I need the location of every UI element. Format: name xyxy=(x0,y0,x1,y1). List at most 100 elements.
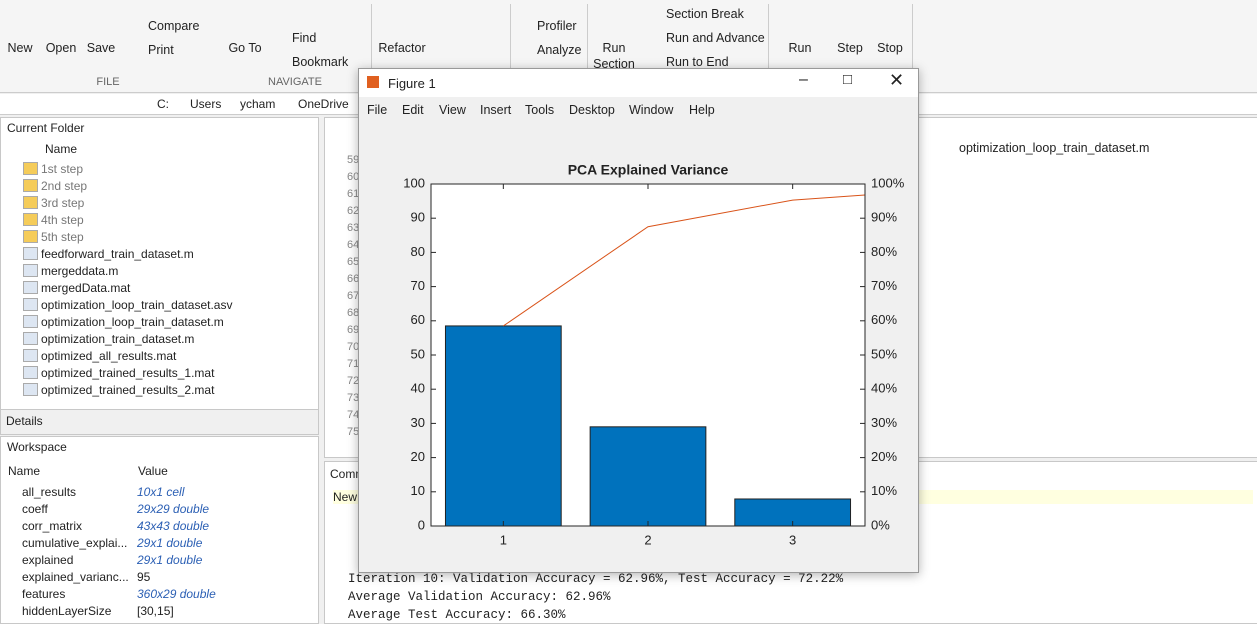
y2-tick-label: 0% xyxy=(871,517,890,532)
file-item[interactable]: mergeddata.m xyxy=(41,264,119,278)
y-tick-label: 20 xyxy=(411,449,425,464)
toolstrip-button[interactable]: Run Section xyxy=(593,41,635,71)
path-segment[interactable]: Users xyxy=(190,97,222,111)
figure-menubar: File Edit View Insert Tools Desktop Window Help xyxy=(359,99,918,121)
panel-title: Workspace xyxy=(7,440,67,454)
figure-window: Figure 1 – □ ✕ File Edit View Insert Tools De… xyxy=(358,68,919,573)
variable-value: 360x29 double xyxy=(137,587,216,601)
y2-tick-label: 60% xyxy=(871,312,897,327)
y2-tick-label: 50% xyxy=(871,346,897,361)
menu-item[interactable]: Insert xyxy=(480,103,512,117)
file-item[interactable]: optimized_trained_results_1.mat xyxy=(41,366,215,380)
variable-name[interactable]: explained xyxy=(22,553,74,567)
file-item[interactable]: optimization_train_dataset.m xyxy=(41,332,195,346)
maximize-button[interactable]: □ xyxy=(843,71,853,88)
line-number: 59 xyxy=(347,154,360,166)
line-number: 61 xyxy=(347,188,360,200)
output-line: Average Test Accuracy: 66.30% xyxy=(348,608,566,622)
toolstrip-button[interactable]: Print xyxy=(148,43,174,57)
file-item[interactable]: feedforward_train_dataset.m xyxy=(41,247,194,261)
variable-value: [30,15] xyxy=(137,604,174,618)
line-number: 72 xyxy=(347,375,360,387)
separator xyxy=(587,4,588,88)
chart: PCA Explained Variance 0 10 20 30 40 50 60 70 80… xyxy=(359,149,918,571)
toolstrip-button[interactable]: Bookmark xyxy=(292,55,349,69)
variable-value: 29x1 double xyxy=(137,553,203,567)
file-icon xyxy=(23,298,38,311)
menu-item[interactable]: Desktop xyxy=(569,103,615,117)
y-tick-label: 60 xyxy=(411,312,425,327)
toolstrip-button[interactable]: Find xyxy=(292,31,317,45)
file-item[interactable]: optimization_loop_train_dataset.asv xyxy=(41,298,233,312)
y-tick-label: 40 xyxy=(411,381,425,396)
file-item[interactable]: optimization_loop_train_dataset.m xyxy=(41,315,224,329)
line-number: 62 xyxy=(347,205,360,217)
variable-name[interactable]: coeff xyxy=(22,502,48,516)
menu-item[interactable]: Help xyxy=(689,103,715,117)
toolstrip-button[interactable]: Open xyxy=(45,41,77,55)
menu-item[interactable]: Tools xyxy=(525,103,555,117)
menu-item[interactable]: Edit xyxy=(402,103,424,117)
variable-name[interactable]: features xyxy=(22,587,66,601)
toolstrip-button[interactable]: Go To xyxy=(228,41,262,55)
folder-item[interactable]: 2nd step xyxy=(41,179,88,193)
toolstrip-button[interactable]: Run and Advance xyxy=(666,31,765,45)
file-icon xyxy=(23,366,38,379)
path-segment[interactable]: C: xyxy=(157,97,169,111)
y2-tick-label: 90% xyxy=(871,210,897,225)
path-segment[interactable]: OneDrive xyxy=(298,97,349,111)
bar xyxy=(444,325,562,527)
toolstrip-button[interactable]: Run xyxy=(788,41,812,55)
variable-value: 10x1 cell xyxy=(137,485,185,499)
folder-item[interactable]: 4th step xyxy=(41,213,84,227)
path-segment[interactable]: ycham xyxy=(240,97,276,111)
variable-name[interactable]: all_results xyxy=(22,485,77,499)
file-icon xyxy=(23,213,38,226)
variable-value: 29x1 double xyxy=(137,536,203,550)
file-item[interactable]: mergedData.mat xyxy=(41,281,131,295)
folder-item[interactable]: 5th step xyxy=(41,230,84,244)
toolstrip-button[interactable]: New xyxy=(7,41,33,55)
file-icon xyxy=(23,349,38,362)
cumulative-line xyxy=(503,194,866,327)
y2-tick-label: 20% xyxy=(871,449,897,464)
toolstrip-button[interactable]: Save xyxy=(86,41,116,55)
folder-item[interactable]: 3rd step xyxy=(41,196,85,210)
toolstrip-button[interactable]: Refactor xyxy=(378,41,426,55)
editor-tab[interactable]: optimization_loop_train_dataset.m xyxy=(959,141,1150,155)
file-item[interactable]: optimized_all_results.mat xyxy=(41,349,177,363)
file-icon xyxy=(23,196,38,209)
separator xyxy=(768,4,769,88)
menu-item[interactable]: Window xyxy=(629,103,674,117)
variable-name[interactable]: cumulative_explai... xyxy=(22,536,128,550)
toolstrip-button[interactable]: Stop xyxy=(877,41,903,55)
variable-name[interactable]: hiddenLayerSize xyxy=(22,604,112,618)
file-icon xyxy=(23,264,38,277)
toolstrip-button[interactable]: Section Break xyxy=(666,7,744,21)
toolstrip-button[interactable]: Run to End xyxy=(666,55,729,69)
toolstrip-button[interactable]: Analyze xyxy=(537,43,582,57)
menu-item[interactable]: File xyxy=(367,103,388,117)
menu-item[interactable]: View xyxy=(439,103,466,117)
x-tick-label: 2 xyxy=(644,532,651,547)
y-tick-label: 100 xyxy=(403,175,425,190)
current-folder-panel: Current Folder Name 1st step 2nd step 3rd st… xyxy=(0,117,319,410)
toolstrip-button[interactable]: Compare xyxy=(148,19,200,33)
minimize-button[interactable]: – xyxy=(799,71,808,88)
y2-tick-label: 30% xyxy=(871,415,897,430)
y-tick-label: 10 xyxy=(411,483,425,498)
close-button[interactable]: ✕ xyxy=(889,70,905,90)
line-number: 66 xyxy=(347,273,360,285)
toolstrip-button[interactable]: Step xyxy=(837,41,863,55)
line-number: 68 xyxy=(347,307,360,319)
y-tick-label: 90 xyxy=(411,210,425,225)
y2-tick-label: 80% xyxy=(871,244,897,259)
line-number: 67 xyxy=(347,290,360,302)
file-item[interactable]: optimized_trained_results_2.mat xyxy=(41,383,215,397)
variable-name[interactable]: corr_matrix xyxy=(22,519,83,533)
variable-name[interactable]: explained_varianc... xyxy=(22,570,129,584)
y-tick-label: 30 xyxy=(411,415,425,430)
folder-item[interactable]: 1st step xyxy=(41,162,84,176)
toolstrip-button[interactable]: Profiler xyxy=(537,19,577,33)
